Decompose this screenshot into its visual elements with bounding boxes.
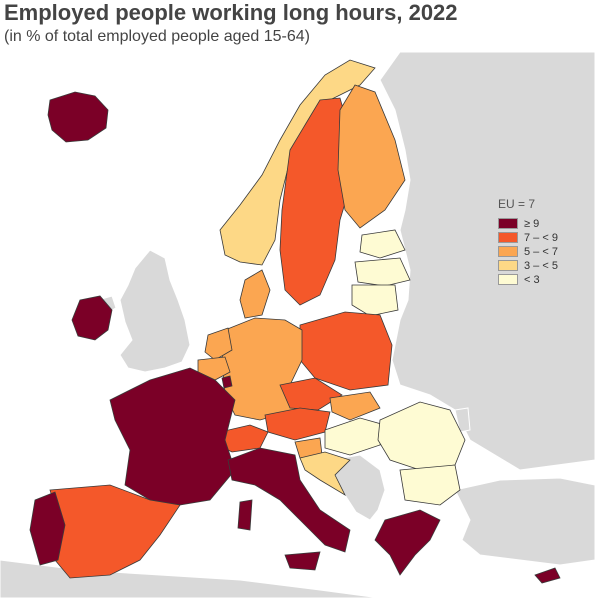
- country-ireland[interactable]: [71, 295, 113, 341]
- country-romania[interactable]: [377, 401, 466, 471]
- legend-row: < 3: [498, 273, 558, 286]
- legend-label: 3 – < 5: [524, 259, 558, 272]
- country-turkey: [454, 477, 595, 566]
- legend-swatch: [498, 246, 518, 257]
- country-moldova: [454, 407, 471, 433]
- country-finland[interactable]: [337, 84, 406, 229]
- country-portugal[interactable]: [29, 491, 66, 566]
- country-hungary[interactable]: [324, 417, 386, 456]
- country-slovakia[interactable]: [329, 391, 381, 421]
- country-north-africa: [0, 559, 381, 598]
- map-subtitle: (in % of total employed people aged 15-6…: [4, 28, 310, 45]
- country-estonia[interactable]: [359, 229, 406, 259]
- country-croatia[interactable]: [299, 451, 351, 497]
- country-cyprus[interactable]: [534, 567, 561, 584]
- country-france[interactable]: [109, 367, 236, 506]
- country-austria[interactable]: [264, 407, 331, 441]
- legend-row: 7 – < 9: [498, 231, 558, 244]
- non-eu-land: [0, 52, 595, 598]
- country-russia-east: [379, 52, 595, 471]
- country-luxembourg[interactable]: [221, 375, 233, 389]
- country-belgium[interactable]: [197, 356, 231, 381]
- legend-label: < 3: [524, 273, 540, 286]
- country-italy[interactable]: [227, 447, 351, 553]
- legend-row: 3 – < 5: [498, 259, 558, 272]
- legend-label: 5 – < 7: [524, 245, 558, 258]
- country-denmark[interactable]: [239, 269, 271, 319]
- legend-row: ≥ 9: [498, 217, 558, 230]
- country-lithuania[interactable]: [351, 284, 399, 317]
- country-netherlands[interactable]: [204, 327, 233, 361]
- country-sweden[interactable]: [279, 97, 353, 306]
- legend-label: ≥ 9: [524, 217, 540, 230]
- country-united-kingdom: [119, 249, 191, 373]
- legend-swatch: [498, 232, 518, 243]
- country-italy-sicily[interactable]: [284, 551, 321, 571]
- country-czechia[interactable]: [279, 377, 343, 411]
- country-greece[interactable]: [374, 509, 441, 576]
- eu-countries: [29, 59, 561, 584]
- legend-title: EU = 7: [498, 197, 536, 211]
- country-bulgaria[interactable]: [399, 464, 461, 506]
- country-italy-sardinia[interactable]: [237, 499, 253, 531]
- legend-swatch: [498, 218, 518, 229]
- country-poland[interactable]: [299, 311, 393, 391]
- map-title: Employed people working long hours, 2022: [4, 0, 458, 25]
- country-iceland[interactable]: [47, 91, 109, 143]
- choropleth-map: [0, 52, 595, 598]
- country-norway[interactable]: [219, 59, 376, 266]
- legend-label: 7 – < 9: [524, 231, 558, 244]
- legend-swatch: [498, 274, 518, 285]
- legend-row: 5 – < 7: [498, 245, 558, 258]
- legend-swatch: [498, 260, 518, 271]
- country-latvia[interactable]: [354, 257, 411, 287]
